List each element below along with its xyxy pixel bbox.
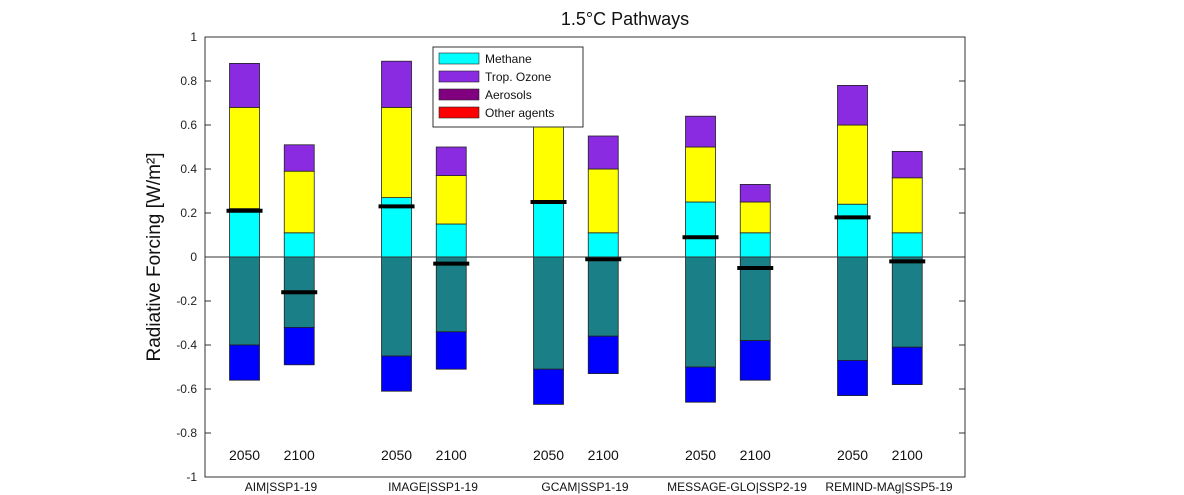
bar-positive-segment bbox=[283, 170, 315, 234]
year-label: 2050 bbox=[533, 447, 564, 463]
y-tick-label: 0.6 bbox=[180, 118, 197, 132]
bar-negative-segment bbox=[685, 256, 716, 368]
bar-positive-segment bbox=[587, 232, 619, 258]
year-label: 2100 bbox=[588, 447, 619, 463]
y-tick-label: 1 bbox=[190, 30, 197, 44]
y-tick-label: 0.2 bbox=[180, 206, 197, 220]
y-axis-label: Radiative Forcing [W/m²] bbox=[144, 152, 165, 361]
legend-label: Other agents bbox=[485, 106, 554, 120]
y-tick-label: 0.8 bbox=[180, 74, 197, 88]
year-label: 2100 bbox=[284, 447, 315, 463]
group-label: IMAGE|SSP1-19 bbox=[388, 480, 478, 494]
bar-negative-segment bbox=[435, 256, 467, 333]
bar-positive-segment bbox=[891, 232, 923, 258]
bar-negative-segment bbox=[587, 256, 619, 337]
bar-positive-segment bbox=[587, 168, 619, 234]
bar-positive-segment bbox=[435, 175, 467, 225]
bar-negative-segment bbox=[587, 335, 619, 375]
bar-positive-segment bbox=[283, 144, 315, 172]
bar-negative-segment bbox=[229, 256, 260, 346]
year-label: 2050 bbox=[685, 447, 716, 463]
bar-negative-segment bbox=[891, 256, 923, 348]
y-tick-label: 0.4 bbox=[180, 162, 197, 176]
bar-positive-segment bbox=[229, 208, 260, 258]
legend-swatch bbox=[438, 88, 480, 101]
legend-label: Aerosols bbox=[485, 88, 532, 102]
legend-label: Trop. Ozone bbox=[485, 70, 552, 84]
year-label: 2100 bbox=[892, 447, 923, 463]
bar-negative-segment bbox=[435, 331, 467, 370]
bar-positive-segment bbox=[837, 124, 868, 205]
year-label: 2050 bbox=[381, 447, 412, 463]
legend-label: Methane bbox=[485, 52, 532, 66]
bar-positive-segment bbox=[739, 183, 771, 203]
chart-title: 1.5°C Pathways bbox=[561, 9, 689, 29]
bar-positive-segment bbox=[381, 107, 412, 198]
bar-negative-segment bbox=[533, 368, 564, 405]
group-label: REMIND-MAg|SSP5-19 bbox=[825, 480, 952, 494]
bar-positive-segment bbox=[837, 85, 868, 126]
bar-positive-segment bbox=[739, 232, 771, 258]
bar-positive-segment bbox=[739, 201, 771, 234]
group-label: MESSAGE-GLO|SSP2-19 bbox=[667, 480, 807, 494]
y-tick-label: -1 bbox=[186, 470, 197, 484]
y-tick-label: -0.8 bbox=[176, 426, 197, 440]
bar-positive-segment bbox=[533, 201, 564, 258]
legend-swatch bbox=[438, 52, 480, 65]
bar-negative-segment bbox=[837, 256, 868, 361]
y-tick-label: -0.2 bbox=[176, 294, 197, 308]
bar-positive-segment bbox=[229, 107, 260, 209]
bar-negative-segment bbox=[739, 256, 771, 341]
bar-positive-segment bbox=[587, 135, 619, 170]
year-label: 2100 bbox=[436, 447, 467, 463]
bar-positive-segment bbox=[229, 63, 260, 108]
bar-negative-segment bbox=[891, 346, 923, 386]
bar-positive-segment bbox=[283, 232, 315, 258]
legend-swatch bbox=[438, 70, 480, 83]
year-label: 2050 bbox=[837, 447, 868, 463]
year-label: 2100 bbox=[740, 447, 771, 463]
bar-negative-segment bbox=[381, 355, 412, 392]
bar-negative-segment bbox=[739, 340, 771, 381]
y-tick-label: 0 bbox=[190, 250, 197, 264]
bar-negative-segment bbox=[283, 326, 315, 366]
y-tick-label: -0.6 bbox=[176, 382, 197, 396]
bar-positive-segment bbox=[685, 201, 716, 258]
bar-positive-segment bbox=[435, 223, 467, 258]
y-tick-label: -0.4 bbox=[176, 338, 197, 352]
bar-negative-segment bbox=[381, 256, 412, 357]
legend-swatch bbox=[438, 106, 480, 119]
bar-negative-segment bbox=[533, 256, 564, 370]
bar-positive-segment bbox=[891, 177, 923, 234]
bar-positive-segment bbox=[685, 115, 716, 148]
bar-positive-segment bbox=[381, 60, 412, 108]
bar-positive-segment bbox=[837, 203, 868, 258]
bar-negative-segment bbox=[229, 344, 260, 381]
bar-positive-segment bbox=[891, 150, 923, 179]
bar-positive-segment bbox=[685, 146, 716, 203]
group-label: GCAM|SSP1-19 bbox=[541, 480, 628, 494]
bar-positive-segment bbox=[435, 146, 467, 177]
year-label: 2050 bbox=[229, 447, 260, 463]
group-label: AIM|SSP1-19 bbox=[245, 480, 318, 494]
bar-negative-segment bbox=[685, 366, 716, 403]
bar-negative-segment bbox=[837, 359, 868, 396]
